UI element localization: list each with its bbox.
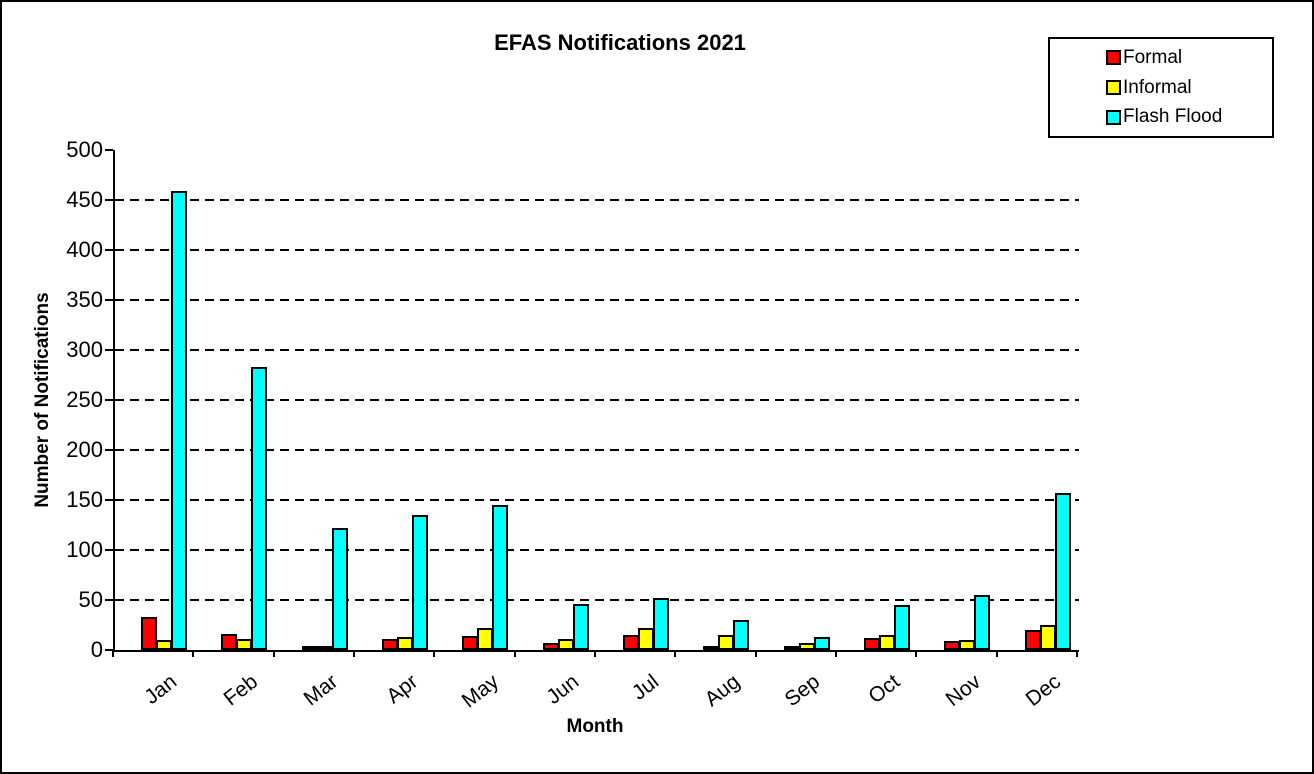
- x-tick-0: [112, 650, 114, 657]
- bar-formal-jun: [542, 643, 559, 650]
- bar-formal-apr: [382, 639, 398, 650]
- gridline-200: [115, 449, 1079, 451]
- y-tick-label-250: 250: [66, 387, 103, 412]
- gridline-150: [115, 499, 1079, 501]
- y-tick-250: [105, 399, 113, 401]
- x-tick-9: [835, 650, 837, 657]
- bar-formal-may: [462, 636, 479, 650]
- gridline-450: [115, 199, 1079, 201]
- legend-label: Flash Flood: [1123, 106, 1223, 128]
- x-tick-4: [433, 650, 436, 657]
- bar-flash-flood-jul: [653, 598, 669, 650]
- y-tick-label-500: 500: [66, 137, 103, 162]
- gridline-400: [115, 249, 1079, 251]
- bar-formal-aug: [703, 646, 720, 650]
- legend-item-informal: Informal: [1106, 77, 1272, 99]
- chart-title: EFAS Notifications 2021: [494, 30, 746, 55]
- x-tick-7: [674, 650, 677, 657]
- bar-informal-dec: [1039, 625, 1056, 650]
- bar-flash-flood-oct: [894, 605, 910, 650]
- y-tick-0: [105, 649, 113, 651]
- y-tick-label-100: 100: [66, 537, 103, 562]
- x-axis-title: Month: [566, 716, 624, 737]
- y-tick-350: [105, 299, 113, 301]
- y-tick-label-300: 300: [66, 337, 103, 362]
- x-tick-8: [754, 650, 757, 657]
- bar-informal-may: [477, 628, 494, 650]
- y-tick-150: [105, 499, 113, 501]
- y-tick-200: [105, 449, 113, 451]
- bar-flash-flood-apr: [412, 515, 428, 650]
- bar-informal-sep: [798, 643, 815, 650]
- bar-flash-flood-aug: [733, 620, 750, 650]
- bar-flash-flood-mar: [331, 528, 348, 650]
- gridline-250: [115, 399, 1079, 401]
- bar-formal-mar: [301, 646, 318, 650]
- bar-flash-flood-jun: [572, 604, 589, 650]
- legend-item-formal: Formal: [1106, 47, 1272, 69]
- x-tick-11: [995, 650, 998, 657]
- gridline-100: [115, 549, 1079, 551]
- y-tick-label-150: 150: [66, 487, 103, 512]
- x-tick-5: [513, 650, 516, 657]
- bar-flash-flood-sep: [813, 637, 830, 650]
- bar-formal-oct: [864, 638, 880, 650]
- legend-swatch-informal-icon: [1106, 80, 1121, 95]
- bar-formal-jul: [623, 635, 639, 650]
- x-tick-10: [915, 650, 918, 657]
- x-tick-2: [272, 650, 275, 657]
- legend-swatch-formal-icon: [1106, 50, 1121, 66]
- bar-informal-apr: [397, 637, 413, 650]
- bar-informal-feb: [236, 639, 253, 650]
- bar-informal-nov: [959, 640, 976, 650]
- gridline-50: [115, 599, 1079, 601]
- bar-informal-jul: [638, 628, 654, 650]
- y-tick-50: [105, 599, 113, 601]
- bar-flash-flood-may: [492, 505, 509, 650]
- y-tick-100: [105, 549, 113, 551]
- y-tick-label-450: 450: [66, 187, 103, 212]
- bar-formal-feb: [221, 634, 238, 650]
- plot-area: [113, 150, 1079, 652]
- y-tick-label-400: 400: [66, 237, 103, 262]
- legend-item-flash-flood: Flash Flood: [1106, 106, 1272, 128]
- bar-formal-dec: [1024, 630, 1041, 650]
- y-tick-label-50: 50: [78, 587, 103, 612]
- legend-swatch-flash-flood-icon: [1106, 109, 1121, 125]
- x-tick-12: [1076, 650, 1078, 657]
- bar-flash-flood-dec: [1054, 493, 1071, 650]
- bar-informal-jan: [156, 640, 172, 650]
- gridline-350: [115, 299, 1079, 301]
- bar-flash-flood-nov: [974, 595, 991, 650]
- gridline-300: [115, 349, 1079, 351]
- legend-label: Informal: [1123, 76, 1192, 98]
- y-tick-500: [105, 149, 113, 151]
- bar-informal-oct: [879, 635, 895, 650]
- x-tick-1: [192, 650, 195, 657]
- bar-informal-jun: [557, 639, 574, 650]
- y-tick-label-200: 200: [66, 437, 103, 462]
- y-tick-300: [105, 349, 113, 351]
- y-tick-400: [105, 249, 113, 251]
- bar-formal-sep: [783, 646, 800, 650]
- legend-label: Formal: [1123, 46, 1183, 68]
- bar-flash-flood-jan: [171, 191, 187, 650]
- bar-formal-nov: [944, 641, 961, 650]
- x-tick-3: [353, 650, 355, 657]
- y-tick-450: [105, 199, 113, 201]
- x-tick-6: [594, 650, 596, 657]
- bar-flash-flood-feb: [251, 367, 268, 650]
- y-tick-label-350: 350: [66, 287, 103, 312]
- y-tick-label-0: 0: [90, 637, 103, 662]
- legend: Formal Informal Flash Flood: [1048, 37, 1274, 138]
- bar-informal-aug: [718, 635, 735, 650]
- bar-formal-jan: [141, 617, 157, 650]
- bar-informal-mar: [316, 646, 333, 650]
